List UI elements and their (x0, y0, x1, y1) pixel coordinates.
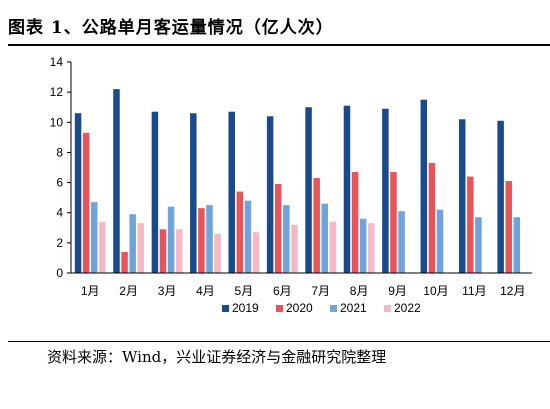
bar-2022 (368, 223, 375, 273)
x-tick-label: 2月 (119, 284, 138, 298)
y-tick-label: 2 (56, 236, 63, 250)
bar-2019 (420, 99, 428, 273)
legend-label-2021: 2021 (340, 301, 367, 315)
x-tick-label: 7月 (311, 284, 330, 298)
bar-2021 (91, 202, 98, 273)
bar-2020 (82, 132, 90, 273)
y-tick-label: 14 (50, 55, 64, 69)
legend-swatch-2022 (384, 305, 391, 312)
bar-2021 (398, 211, 405, 273)
bar-2019 (497, 120, 504, 274)
x-tick-label: 4月 (196, 284, 215, 298)
x-axis: 1月 2月 3月 4月 5月 6月 7月 8月 9月 10月 11月 12月 (71, 272, 532, 298)
bar-2021 (359, 218, 367, 273)
source-rule (8, 341, 550, 342)
y-tick-label: 6 (56, 176, 63, 190)
bar-2019 (458, 119, 466, 274)
bar-2020 (198, 208, 205, 273)
bar-2019 (190, 113, 197, 273)
bar-2020 (428, 162, 436, 273)
bar-2021 (129, 214, 136, 273)
bar-2022 (214, 233, 221, 273)
x-tick-label: 9月 (388, 284, 407, 298)
bar-2019 (228, 111, 235, 273)
bar-2020 (121, 251, 128, 273)
legend-swatch-2019 (222, 305, 229, 312)
bar-2020 (351, 172, 359, 273)
legend-label-2020: 2020 (286, 301, 313, 315)
y-tick-label: 8 (56, 145, 63, 159)
legend-swatch-2020 (276, 305, 283, 312)
legend-label-2022: 2022 (394, 301, 421, 315)
bar-2019 (74, 113, 82, 273)
bar-2020 (236, 191, 244, 273)
legend-swatch-2021 (330, 305, 337, 312)
bar-2020 (390, 172, 397, 273)
legend-label-2019: 2019 (232, 301, 259, 315)
bar-2019 (266, 116, 274, 273)
bar-series (74, 89, 521, 274)
bar-2020 (313, 178, 320, 273)
y-tick-label: 10 (50, 115, 64, 129)
bar-2022 (329, 221, 337, 273)
bar-2022 (291, 224, 298, 273)
bar-2021 (475, 217, 482, 273)
bar-2019 (382, 108, 389, 273)
x-tick-label: 5月 (235, 284, 254, 298)
chart-title: 图表 1、公路单月客运量情况（亿人次） (8, 18, 334, 38)
bar-2021 (513, 217, 521, 273)
legend: 2019 2020 2021 2022 (222, 301, 421, 315)
x-tick-label: 8月 (350, 284, 369, 298)
bar-2021 (283, 205, 290, 273)
bar-2022 (137, 223, 145, 273)
bar-2021 (436, 209, 444, 273)
bar-2020 (467, 176, 474, 273)
bar-2020 (274, 184, 282, 273)
x-tick-label: 10月 (423, 284, 448, 298)
bar-2022 (175, 229, 183, 273)
y-tick-label: 0 (56, 266, 63, 280)
bar-2021 (206, 205, 213, 273)
bar-2021 (244, 200, 252, 273)
bar-2019 (113, 89, 120, 273)
bar-2019 (305, 107, 312, 273)
source-note: 资料来源：Wind，兴业证券经济与金融研究院整理 (47, 348, 387, 366)
title-rule (8, 44, 550, 46)
bar-2019 (151, 111, 159, 273)
bar-2021 (167, 206, 175, 273)
x-tick-label: 12月 (500, 284, 525, 298)
x-tick-label: 3月 (158, 284, 177, 298)
bar-2020 (505, 181, 512, 273)
x-tick-label: 1月 (81, 284, 100, 298)
y-tick-label: 4 (56, 206, 63, 220)
bar-2021 (321, 203, 329, 273)
bar-2020 (159, 229, 167, 273)
y-tick-label: 12 (50, 85, 64, 99)
bar-2022 (252, 232, 260, 273)
x-tick-label: 11月 (462, 284, 486, 298)
bar-2022 (99, 221, 106, 273)
bar-2019 (343, 105, 351, 273)
x-tick-label: 6月 (273, 284, 292, 298)
y-axis: 0 2 4 6 8 10 12 14 (50, 55, 72, 280)
